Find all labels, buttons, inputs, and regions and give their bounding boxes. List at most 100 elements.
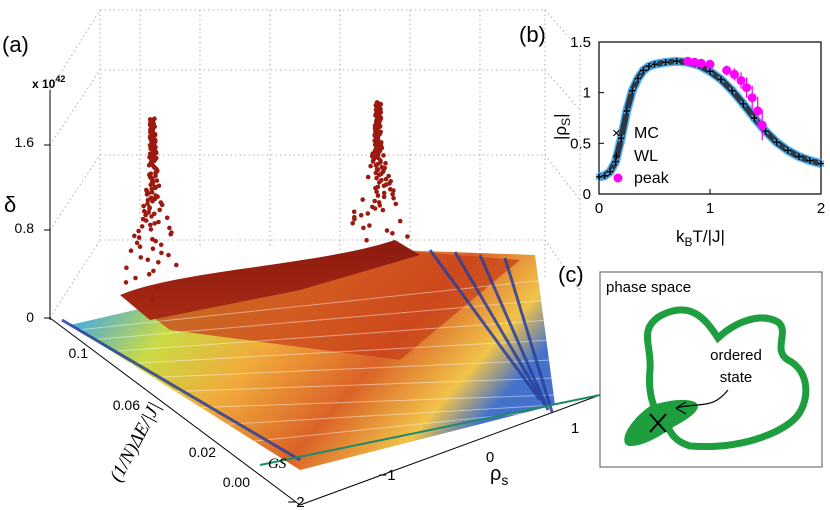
legend-marker-plus: + [612,148,621,165]
legend-item-mc: × MC [612,125,659,142]
peak-dot [374,100,380,105]
peak-dot [145,201,150,206]
peak-dot [132,233,137,239]
peak-dot [365,174,371,180]
diagram-title: phase space [606,279,691,296]
wl-point [607,168,614,175]
peak-dot [392,242,398,248]
peak-point [757,120,767,130]
z-axis-label: δ [4,192,16,217]
peak-dot [134,240,140,246]
peak-dot [383,176,389,182]
wl-point [795,153,802,160]
legend-marker-x: × [612,125,621,142]
panel-b-label: (b) [519,22,546,47]
peak-dot [370,204,375,210]
peak-dot [390,192,395,197]
y-tick-label: 0 [583,186,591,203]
wl-point [718,76,725,83]
peak-dot [148,227,154,232]
peak-point [747,93,757,103]
panel-c-diagram: (c) phase space ordered state [558,262,823,468]
peak-dot [150,297,155,303]
peak-dot [368,163,373,169]
peak-dot [376,200,382,205]
peak-dot [156,219,161,225]
peak-dot [166,252,171,258]
peak-dot [375,184,381,190]
peak-dot [164,215,170,221]
peak-dot [151,268,156,274]
peak-dot [383,161,388,166]
peak-dot [143,212,148,218]
peak-dot [123,280,129,285]
y-tick-label: 0.02 [189,444,216,460]
peak-dot [167,225,172,231]
legend-item-wl: + WL [612,148,658,165]
peak-dot [146,210,151,215]
peak-dot [397,218,403,224]
peak-dot [372,252,377,258]
z-scale-label: x 1042 [32,74,65,91]
peak-dot [128,248,134,253]
panel-c-label: (c) [558,262,584,287]
gs-annotation: GS [268,456,287,472]
peak-dot [381,153,386,158]
peak-dot [147,205,152,210]
peak-dot [174,262,179,268]
peak-dot [152,137,158,143]
peak-dot [152,184,158,190]
legend-label: WL [634,148,658,165]
peak-dot [365,211,371,216]
plot-series [595,56,825,182]
wl-point [634,75,641,82]
wl-point [740,100,747,107]
x-tick-label: 0 [595,200,603,217]
peak-dot [148,195,154,201]
peak-dot [158,200,164,205]
peak-dot [146,271,152,277]
wl-point [601,172,608,179]
peak-dot [141,203,146,209]
y-tick-label: 0.00 [223,474,250,490]
surface-peaks [123,100,410,303]
peak-dot [145,197,151,203]
annotation-arrow [675,389,729,409]
z-tick-label: 0.8 [15,220,35,236]
surface [61,240,601,470]
peak-dot [375,193,381,198]
wl-point [651,61,658,68]
y-tick-label: 1 [583,85,591,102]
peak-dot [124,265,129,271]
panel-a-label: (a) [2,32,29,57]
panel-b-plot: (b) 0 1 2 0 0.5 1 1.5 × MC + WL peak |ρS| kBT/… [519,22,825,249]
legend: × MC + WL peak [612,125,670,187]
peak-dot [374,189,379,195]
x-tick-label: −1 [378,467,395,484]
peak-dot [153,193,158,198]
peak-dot [155,285,160,291]
annotation-arrowhead [675,401,687,415]
peak-dot [150,237,155,242]
z-tick-label: 1.6 [15,134,35,150]
legend-label: MC [634,125,659,142]
y-tick-label: 0.06 [113,397,140,413]
peak-dot [157,207,162,213]
peak-dot [158,242,164,248]
peak-dot [379,177,384,183]
annotation-ordered: ordered [710,347,762,364]
plot-ticks: 0 1 2 0 0.5 1 1.5 [570,34,825,217]
wl-point [673,58,680,65]
peak-dot [136,228,141,234]
x-tick-label: 0 [486,449,494,466]
wl-point [640,67,647,74]
peak-dot [374,175,379,181]
peak-dot [388,187,393,192]
y-tick-label: 1.5 [570,34,591,51]
peak-dot [140,216,146,222]
peak-dot [381,190,387,196]
wl-point [751,115,758,121]
x-axis-label: ρs [490,463,508,488]
wl-point [762,128,769,135]
